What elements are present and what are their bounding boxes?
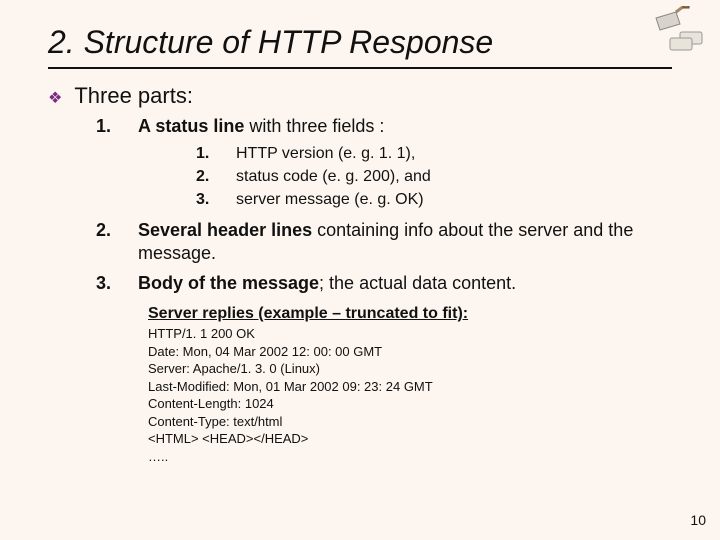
- example-line: Date: Mon, 04 Mar 2002 12: 00: 00 GMT: [148, 343, 672, 361]
- list-text: A status line with three fields :: [138, 115, 384, 138]
- list-number: 3.: [96, 273, 118, 294]
- top-bullet-text: Three parts:: [74, 83, 193, 109]
- list-number: 1.: [96, 116, 118, 137]
- list-text: Body of the message; the actual data con…: [138, 272, 516, 295]
- list-text: status code (e. g. 200), and: [236, 167, 431, 188]
- example-line: Content-Type: text/html: [148, 413, 672, 431]
- example-block: Server replies (example – truncated to f…: [148, 305, 672, 465]
- parts-list: 1. A status line with three fields : 1. …: [96, 115, 672, 295]
- example-line: …..: [148, 448, 672, 466]
- list-item: 3. Body of the message; the actual data …: [96, 272, 672, 295]
- example-line: Server: Apache/1. 3. 0 (Linux): [148, 360, 672, 378]
- list-number: 2.: [96, 220, 118, 241]
- list-item: 1. HTTP version (e. g. 1. 1),: [196, 144, 672, 165]
- list-text: server message (e. g. OK): [236, 190, 424, 211]
- example-heading: Server replies (example – truncated to f…: [148, 305, 672, 323]
- list-number: 3.: [196, 191, 216, 209]
- trowel-icon: [650, 6, 710, 61]
- list-text: HTTP version (e. g. 1. 1),: [236, 144, 415, 165]
- list-number: 1.: [196, 145, 216, 163]
- list-text: Several header lines containing info abo…: [138, 219, 672, 266]
- page-number: 10: [690, 512, 706, 528]
- list-item: 2. Several header lines containing info …: [96, 219, 672, 266]
- sub-list: 1. HTTP version (e. g. 1. 1), 2. status …: [196, 144, 672, 210]
- example-line: <HTML> <HEAD></HEAD>: [148, 430, 672, 448]
- example-line: Last-Modified: Mon, 01 Mar 2002 09: 23: …: [148, 378, 672, 396]
- list-item: 2. status code (e. g. 200), and: [196, 167, 672, 188]
- list-item: 1. A status line with three fields :: [96, 115, 672, 138]
- diamond-bullet-icon: ❖: [48, 88, 62, 108]
- example-line: HTTP/1. 1 200 OK: [148, 325, 672, 343]
- slide-title: 2. Structure of HTTP Response: [48, 24, 672, 69]
- list-item: 3. server message (e. g. OK): [196, 190, 672, 211]
- slide-content: 2. Structure of HTTP Response ❖ Three pa…: [0, 0, 720, 481]
- top-bullet: ❖ Three parts:: [48, 83, 672, 109]
- list-number: 2.: [196, 168, 216, 186]
- example-line: Content-Length: 1024: [148, 395, 672, 413]
